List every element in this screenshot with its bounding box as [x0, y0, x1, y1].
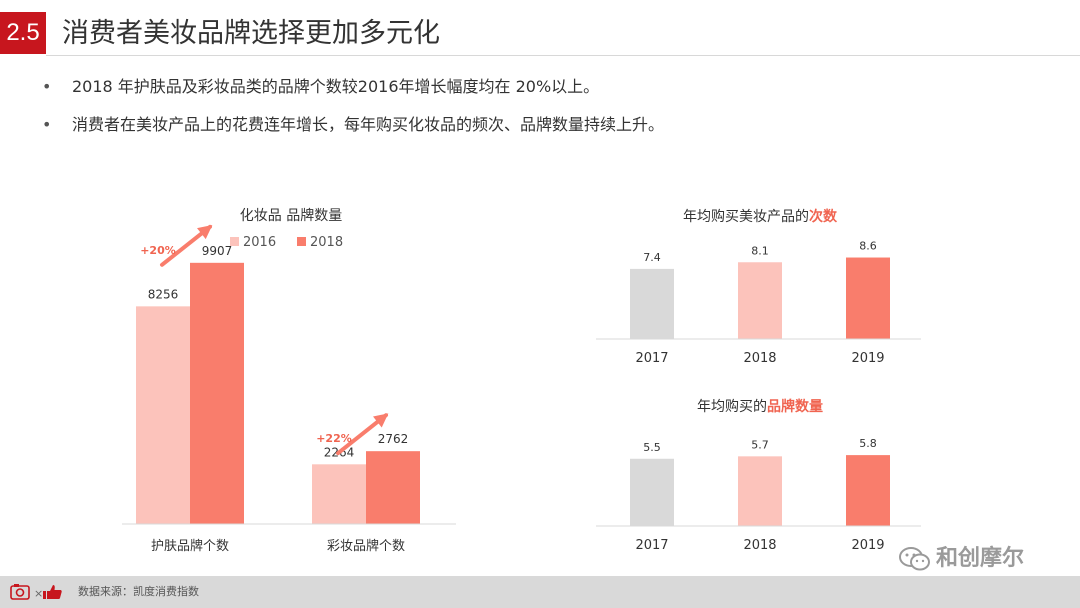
- legend-swatch-2016: [230, 237, 239, 246]
- page-title: 消费者美妆品牌选择更加多元化: [62, 18, 440, 49]
- data-label: 7.4: [643, 251, 661, 264]
- category-label: 护肤品牌个数: [151, 538, 229, 554]
- bar-2018: [738, 456, 782, 526]
- data-label: 8.1: [751, 244, 769, 257]
- growth-arrowhead-icon: [373, 413, 389, 428]
- data-label: 2762: [378, 432, 409, 446]
- category-label: 2018: [743, 538, 776, 553]
- bar-2018-1: [190, 262, 244, 524]
- watermark-text: 和创摩尔: [936, 546, 1025, 571]
- category-label: 2019: [851, 538, 884, 553]
- chart-legend: 2016 2018: [230, 235, 343, 250]
- wechat-icon: [899, 547, 930, 571]
- chart-title-prefix: 年均购买美妆产品的: [683, 209, 809, 225]
- watermark: 和创摩尔: [898, 543, 1024, 575]
- bullet-item: 2018 年护肤品及彩妆品类的品牌个数较2016年增长幅度均在 20%以上。: [42, 76, 664, 98]
- category-label: 彩妆品牌个数: [327, 538, 405, 554]
- growth-annotation: +22%: [316, 432, 352, 445]
- data-label: 5.8: [859, 437, 877, 450]
- brand-logo-icon: ×: [10, 584, 62, 600]
- footer-bar: × 数据来源：凯度消费指数: [0, 576, 1080, 608]
- title-divider: [46, 55, 1080, 56]
- chart-title: 年均购买的品牌数量: [697, 398, 823, 415]
- data-label: 5.5: [643, 441, 661, 454]
- category-label: 2017: [635, 351, 668, 366]
- chart-title: 化妆品 品牌数量: [240, 207, 342, 224]
- brand-count-chart: 化妆品 品牌数量 2016 2018 82569907护肤品牌个数+20%226…: [122, 207, 456, 554]
- bullet-list: 2018 年护肤品及彩妆品类的品牌个数较2016年增长幅度均在 20%以上。 消…: [42, 76, 664, 152]
- bar-2017: [630, 268, 674, 339]
- data-label: 5.7: [751, 438, 769, 451]
- growth-annotation: +20%: [140, 244, 176, 257]
- chart-title-highlight: 品牌数量: [767, 398, 823, 415]
- chart-title-highlight: 次数: [809, 208, 838, 225]
- chart-title-prefix: 年均购买的: [697, 399, 767, 415]
- legend-label-2018: 2018: [310, 235, 343, 250]
- legend-swatch-2018: [297, 237, 306, 246]
- purchase-frequency-chart: 年均购买美妆产品的次数 7.4 2017 8.1 2018 8.6 2019: [596, 208, 921, 366]
- legend-label-2016: 2016: [243, 235, 276, 250]
- brand-quantity-chart: 年均购买的品牌数量 5.5 2017 5.7 2018 5.8 2019: [596, 398, 921, 553]
- data-label: 9907: [202, 244, 233, 258]
- data-source-text: 数据来源：凯度消费指数: [78, 585, 199, 598]
- section-number-badge: 2.5: [0, 12, 46, 54]
- bar-2016-1: [136, 306, 190, 524]
- data-label: 8256: [148, 287, 179, 301]
- bar-2017: [630, 458, 674, 526]
- bar-2019: [846, 257, 890, 339]
- bar-2019: [846, 455, 890, 526]
- data-label: 8.6: [859, 240, 877, 253]
- svg-text:×: ×: [34, 587, 43, 600]
- bar-2016-2: [312, 464, 366, 524]
- bullet-item: 消费者在美妆产品上的花费连年增长，每年购买化妆品的频次、品牌数量持续上升。: [42, 114, 664, 136]
- chart-title: 年均购买美妆产品的次数: [683, 208, 838, 225]
- bar-2018: [738, 262, 782, 339]
- bar-2018-2: [366, 451, 420, 524]
- category-label: 2018: [743, 351, 776, 366]
- category-label: 2017: [635, 538, 668, 553]
- growth-arrowhead-icon: [197, 224, 213, 240]
- category-label: 2019: [851, 351, 884, 366]
